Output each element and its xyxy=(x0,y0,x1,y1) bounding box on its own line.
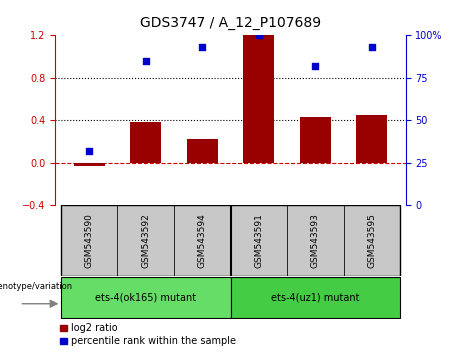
Point xyxy=(255,33,262,38)
Bar xyxy=(61,277,230,318)
Bar xyxy=(356,115,387,163)
Point xyxy=(142,58,149,64)
Text: GSM543590: GSM543590 xyxy=(85,213,94,268)
Bar xyxy=(187,139,218,163)
Text: genotype/variation: genotype/variation xyxy=(0,282,72,291)
Text: ets-4(ok165) mutant: ets-4(ok165) mutant xyxy=(95,292,196,302)
Bar xyxy=(230,277,400,318)
Text: GSM543592: GSM543592 xyxy=(141,213,150,268)
Bar xyxy=(174,205,230,276)
Title: GDS3747 / A_12_P107689: GDS3747 / A_12_P107689 xyxy=(140,16,321,30)
Text: GSM543593: GSM543593 xyxy=(311,213,320,268)
Bar xyxy=(130,122,161,163)
Bar xyxy=(74,163,105,166)
Bar xyxy=(300,117,331,163)
Bar xyxy=(243,35,274,163)
Bar xyxy=(343,205,400,276)
Point xyxy=(86,148,93,154)
Text: GSM543595: GSM543595 xyxy=(367,213,376,268)
Text: ets-4(uz1) mutant: ets-4(uz1) mutant xyxy=(271,292,360,302)
Point xyxy=(312,63,319,69)
Bar xyxy=(230,205,287,276)
Text: GSM543591: GSM543591 xyxy=(254,213,263,268)
Legend: log2 ratio, percentile rank within the sample: log2 ratio, percentile rank within the s… xyxy=(60,324,236,346)
Bar xyxy=(61,205,118,276)
Bar xyxy=(287,205,343,276)
Point xyxy=(199,45,206,50)
Bar xyxy=(118,205,174,276)
Text: GSM543594: GSM543594 xyxy=(198,213,207,268)
Point xyxy=(368,45,375,50)
